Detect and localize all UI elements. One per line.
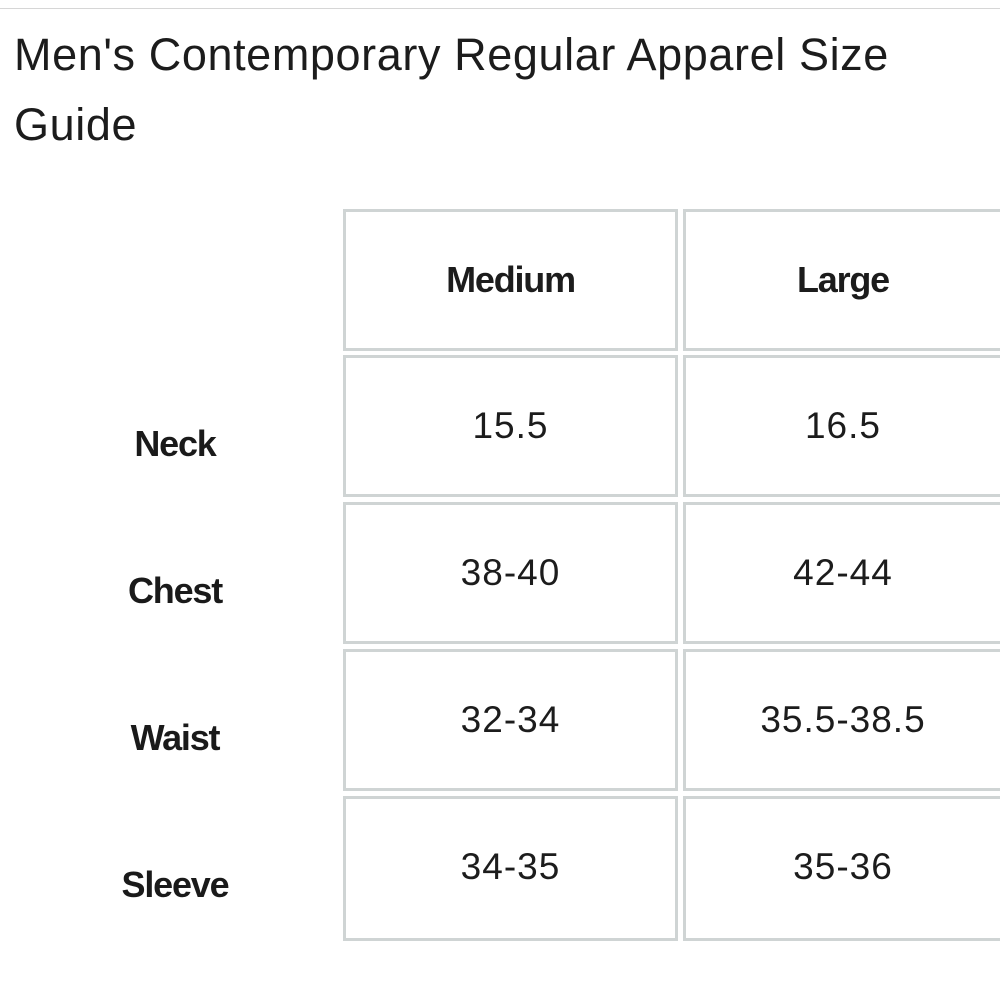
cell-value: 35.5-38.5 xyxy=(760,699,926,740)
table-cell: 38-40 xyxy=(343,502,678,644)
cell-value: 38-40 xyxy=(460,552,561,593)
cell-value: 16.5 xyxy=(804,405,881,446)
row-label-neck: Neck xyxy=(134,423,216,464)
cell-value: 15.5 xyxy=(472,405,549,446)
table-cell: 32-34 xyxy=(343,649,678,791)
table-cell: 35.5-38.5 xyxy=(683,649,1000,791)
cell-value: 42-44 xyxy=(793,552,893,593)
column-header-large: Large xyxy=(683,209,1000,351)
row-label-sleeve: Sleeve xyxy=(121,864,230,905)
cell-value: 32-34 xyxy=(460,699,561,740)
page-title: Men's Contemporary Regular Apparel Size … xyxy=(14,29,889,150)
row-label-waist: Waist xyxy=(130,717,221,758)
table-cell: 16.5 xyxy=(683,355,1000,497)
table-cell: 42-44 xyxy=(683,502,1000,644)
table-cell: 35-36 xyxy=(683,796,1000,941)
top-divider xyxy=(0,8,1000,9)
cell-value: 34-35 xyxy=(460,846,561,887)
cell-value: 35-36 xyxy=(793,846,893,887)
column-header-label: Medium xyxy=(446,259,576,300)
table-cell: 34-35 xyxy=(343,796,678,941)
table-cell: 15.5 xyxy=(343,355,678,497)
row-label-chest: Chest xyxy=(127,570,223,611)
column-header-medium: Medium xyxy=(343,209,678,351)
column-header-label: Large xyxy=(796,259,890,300)
